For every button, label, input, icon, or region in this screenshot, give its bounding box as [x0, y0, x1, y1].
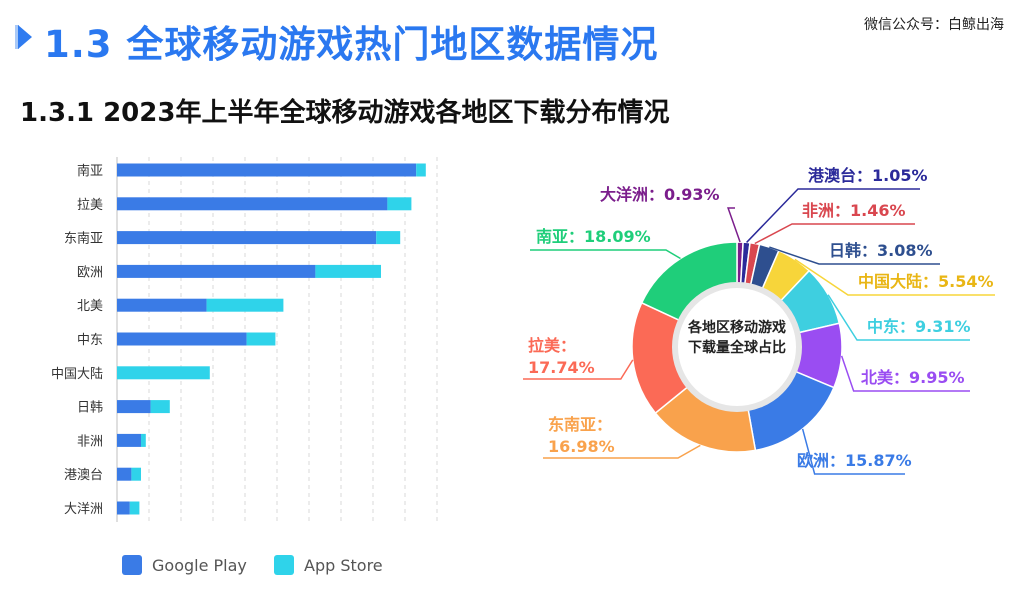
y-tick-label: 港澳台 — [64, 467, 103, 483]
bar-google-play — [117, 433, 141, 447]
bar-google-play — [117, 400, 151, 414]
page-title: 1.3 全球移动游戏热门地区数据情况 — [44, 23, 659, 66]
legend-google-play: Google Play — [122, 555, 247, 575]
bar-google-play — [117, 231, 377, 245]
leader-line — [794, 258, 995, 296]
bar-app-store — [117, 366, 210, 380]
bar-google-play — [117, 332, 247, 346]
y-tick-label: 欧洲 — [77, 265, 103, 280]
bar-app-store — [129, 501, 140, 515]
donut-center-line-2: 下载量全球占比 — [688, 340, 786, 356]
bar-app-store — [206, 298, 284, 312]
bar-app-store — [387, 197, 412, 211]
leader-line — [801, 428, 905, 475]
donut-slice-label: 大洋洲：0.93% — [600, 185, 720, 204]
bar-app-store — [376, 231, 401, 245]
title-marker-icon — [18, 25, 32, 49]
leader-line — [754, 223, 915, 245]
y-tick-label: 中东 — [77, 333, 103, 348]
bar-google-play — [117, 264, 316, 278]
app-store-swatch — [274, 555, 294, 575]
leader-line — [727, 207, 741, 243]
section-title: 1.3.1 2023年上半年全球移动游戏各地区下载分布情况 — [20, 98, 670, 128]
y-tick-label: 日韩 — [77, 401, 103, 416]
watermark: 微信公众号：白鲸出海 — [864, 17, 1004, 33]
y-tick-label: 拉美 — [77, 198, 103, 213]
y-tick-label: 南亚 — [77, 163, 103, 179]
donut-slice-value: 16.98% — [548, 437, 615, 456]
bar-google-play — [117, 163, 417, 177]
bar-google-play — [117, 298, 207, 312]
donut-center-line-1: 各地区移动游戏 — [688, 320, 786, 336]
y-tick-label: 东南亚 — [64, 231, 103, 247]
bar-app-store — [141, 433, 146, 447]
donut-slice-label: 日韩：3.08% — [829, 241, 933, 260]
bar-app-store — [315, 264, 381, 278]
donut-slice-name: 东南亚： — [548, 415, 613, 434]
bar-google-play — [117, 197, 388, 211]
donut-slice-label: 欧洲：15.87% — [797, 451, 912, 470]
leader-line — [543, 444, 701, 459]
bar-app-store — [246, 332, 276, 346]
leader-line — [746, 188, 920, 243]
donut-slice-label: 北美：9.95% — [861, 368, 965, 387]
bar-google-play — [117, 467, 132, 481]
bar-app-store — [131, 467, 141, 481]
donut-center-label: 各地区移动游戏 下载量全球占比 — [673, 318, 801, 358]
legend-app-store: App Store — [274, 555, 383, 575]
donut-slice-name: 拉美： — [528, 336, 577, 355]
donut-slice-value: 17.74% — [528, 358, 595, 377]
donut-slice-label: 非洲：1.46% — [802, 201, 906, 220]
donut-slice-label: 南亚：18.09% — [536, 227, 651, 246]
bar-app-store — [416, 163, 426, 177]
donut-slice-label: 东南亚： 16.98% — [548, 414, 615, 458]
donut-slice-label: 拉美： 17.74% — [528, 335, 595, 379]
donut-slice-label: 中东：9.31% — [867, 317, 971, 336]
leader-line — [827, 294, 970, 341]
legend-app-store-label: App Store — [304, 555, 383, 575]
google-play-swatch — [122, 555, 142, 575]
y-tick-label: 非洲 — [77, 434, 103, 449]
y-tick-label: 大洋洲 — [64, 502, 103, 517]
bar-google-play — [117, 501, 130, 515]
donut-hole — [672, 282, 802, 412]
title-marker-shadow — [15, 25, 19, 49]
donut-slice-label: 中国大陆：5.54% — [858, 272, 994, 291]
leader-line — [840, 355, 970, 392]
bar-app-store — [150, 400, 170, 414]
leader-line — [530, 249, 681, 260]
y-tick-label: 中国大陆 — [51, 366, 103, 382]
legend-google-play-label: Google Play — [152, 555, 247, 575]
leader-line — [769, 246, 940, 265]
donut-slice-label: 港澳台：1.05% — [808, 166, 928, 185]
y-tick-label: 北美 — [77, 299, 103, 314]
leader-line — [523, 359, 634, 380]
